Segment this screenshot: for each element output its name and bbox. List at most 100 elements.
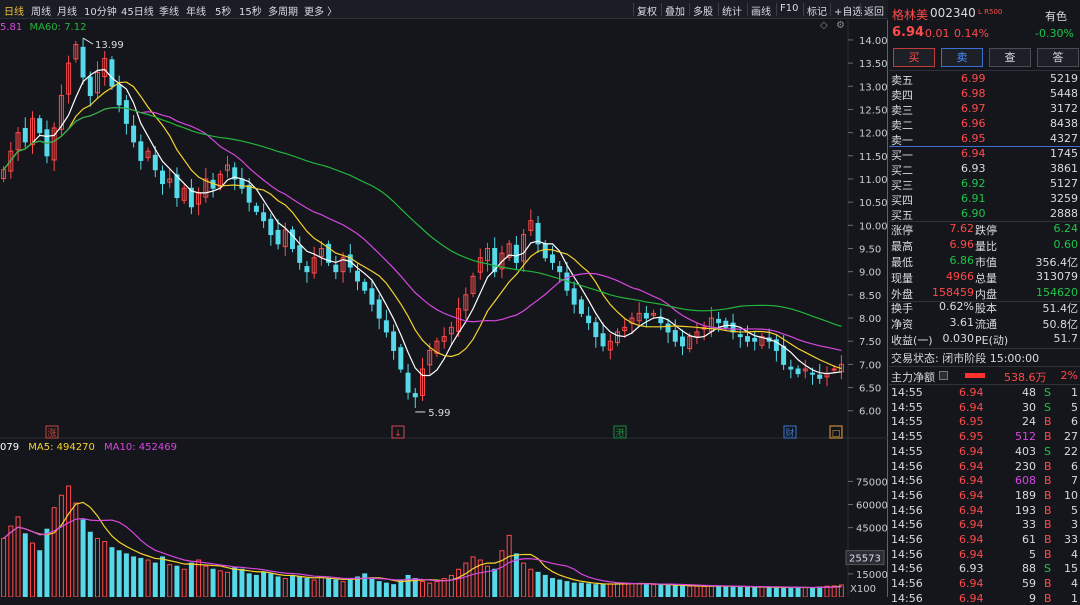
candle-body [528, 220, 534, 231]
tick-price: 6.94 [959, 488, 984, 502]
toolbar-button-5[interactable]: F10 [780, 3, 799, 14]
volume-bar [708, 585, 714, 597]
period-tab-5[interactable]: 季线 [159, 7, 179, 18]
netflow-value: 538.6万 [1004, 371, 1047, 384]
volume-bar [145, 559, 151, 597]
volume-bar [672, 585, 678, 597]
volume-indicator-line: 079 MA5: 494270 MA10: 452469 [0, 442, 177, 453]
trade-button-3[interactable]: 答 [1037, 48, 1079, 67]
toolbar-button-7[interactable]: +自选 [834, 7, 863, 18]
trade-button-0[interactable]: 买 [893, 48, 935, 67]
period-tab-10[interactable]: 更多 〉 [304, 7, 338, 18]
toolbar-button-2[interactable]: 多股 [693, 7, 713, 18]
ask-level-volume: 4327 [1050, 132, 1078, 145]
candle-body [304, 266, 310, 273]
volume-bar [622, 582, 628, 597]
stat-label-2: 量比 [975, 240, 997, 253]
price-change: 0.01 [925, 27, 950, 40]
tick-price: 6.94 [959, 459, 984, 473]
tick-price: 6.95 [959, 415, 984, 429]
stock-name: 格林美 [892, 8, 929, 22]
tick-side: B [1044, 430, 1052, 444]
candle-body [593, 322, 599, 338]
period-tab-3[interactable]: 10分钟 [84, 7, 117, 18]
period-tab-9[interactable]: 多周期 [268, 7, 298, 18]
candle-body [131, 125, 137, 143]
candle-body [30, 118, 35, 146]
volume-bar [788, 587, 794, 597]
period-tab-6[interactable]: 年线 [186, 7, 206, 18]
toolbar-divider [830, 3, 831, 16]
tick-volume: 59 [1022, 577, 1036, 591]
period-tab-2[interactable]: 月线 [57, 7, 77, 18]
volume-bar [311, 579, 317, 597]
volume-bar [261, 571, 267, 597]
volume-bar [615, 582, 620, 597]
candle-body [571, 288, 577, 305]
volume-bar [759, 586, 765, 597]
candle-body [643, 312, 649, 319]
sector-name: 有色 [1045, 10, 1067, 23]
ask-level-label: 卖四 [891, 89, 913, 102]
tick-time: 14:56 [891, 474, 923, 488]
candle-body [73, 44, 79, 60]
candle-body [275, 229, 281, 245]
period-tab-7[interactable]: 5秒 [215, 7, 232, 18]
toolbar-button-1[interactable]: 叠加 [665, 7, 685, 18]
stat-label-2: 市值 [975, 256, 997, 269]
netflow-toggle-icon[interactable] [939, 371, 948, 380]
tick-time: 14:55 [891, 400, 923, 414]
period-tab-0[interactable]: 日线 [4, 7, 24, 18]
toolbar-button-6[interactable]: 标记 [807, 7, 827, 18]
tick-side: B [1044, 503, 1052, 517]
kline-chart-panel[interactable]: 14.00 13.50 13.00 12.50 12.00 11.50 11.00 10.50… [0, 20, 888, 597]
volume-bar [766, 586, 772, 597]
toolbar-button-8[interactable]: 返回 [864, 7, 884, 18]
tick-side: S [1044, 562, 1051, 576]
tick-time: 14:56 [891, 518, 923, 532]
ma5-line [3, 68, 842, 377]
candle-body [492, 247, 498, 273]
candle-body [239, 178, 245, 189]
stat-label: 外盘 [891, 288, 913, 301]
event-marker-glyph: 财 [785, 427, 794, 439]
trade-button-1[interactable]: 卖 [941, 48, 983, 67]
volume-bar [535, 571, 541, 597]
tick-price: 6.94 [959, 503, 984, 517]
trade-button-2[interactable]: 查 [989, 48, 1031, 67]
toolbar-button-4[interactable]: 画线 [751, 7, 771, 18]
candle-body [550, 254, 555, 263]
candle-body [680, 336, 685, 347]
event-marker-box [45, 425, 59, 439]
tick-volume: 189 [1015, 488, 1036, 502]
tick-price: 6.94 [959, 591, 984, 605]
toolbar-button-3[interactable]: 统计 [722, 7, 742, 18]
event-marker-glyph: 港 [615, 427, 624, 439]
volume-bar [37, 550, 43, 597]
ask-level-label: 卖一 [891, 134, 913, 147]
candle-body [441, 336, 447, 342]
volume-bar [448, 574, 454, 597]
toolbar-button-0[interactable]: 复权 [637, 7, 657, 18]
tick-side: B [1044, 415, 1052, 429]
sidebar-divider [889, 70, 1080, 71]
period-tab-8[interactable]: 15秒 [239, 7, 262, 18]
tick-count: 33 [1064, 533, 1078, 546]
price-axis-label: 9.00 [859, 268, 881, 279]
period-tab-1[interactable]: 周线 [31, 7, 51, 18]
volume-bar [282, 578, 288, 597]
bid-level-price: 6.92 [961, 177, 986, 190]
period-tab-4[interactable]: 45日线 [121, 7, 154, 18]
volume-bar [651, 584, 657, 597]
tick-volume: 33 [1022, 518, 1036, 532]
volume-bar [87, 531, 93, 597]
bid-level-volume: 5127 [1050, 177, 1078, 190]
candle-body [318, 247, 324, 257]
volume-bar [347, 578, 353, 597]
candle-body [521, 234, 527, 262]
stat2-value: 3.61 [949, 316, 975, 329]
bid-level-volume: 2888 [1050, 207, 1078, 220]
volume-bar [268, 573, 274, 597]
candle-body [290, 229, 295, 249]
volume-bar [203, 565, 209, 597]
